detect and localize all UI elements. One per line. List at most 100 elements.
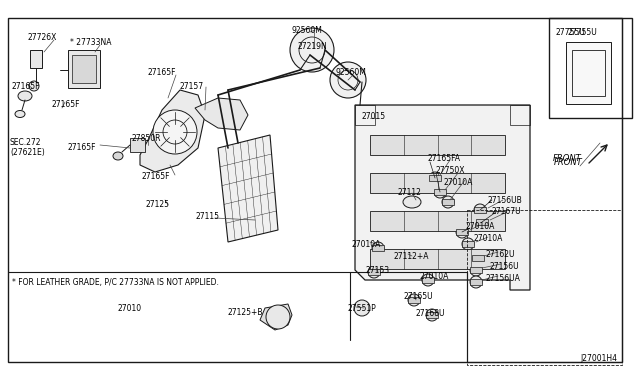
Polygon shape [30, 50, 42, 68]
Text: 27168U: 27168U [416, 309, 445, 318]
Circle shape [330, 62, 366, 98]
Text: 27726X: 27726X [28, 33, 58, 42]
Circle shape [426, 309, 438, 321]
Ellipse shape [403, 196, 421, 208]
Circle shape [456, 226, 468, 238]
Polygon shape [195, 98, 248, 130]
Text: 27162U: 27162U [486, 250, 515, 259]
Text: 27165F: 27165F [142, 172, 170, 181]
Bar [442, 199, 454, 205]
Text: 27755U: 27755U [567, 28, 596, 37]
Polygon shape [140, 90, 205, 172]
Text: 27165F: 27165F [12, 82, 40, 91]
Text: 27165FA: 27165FA [428, 154, 461, 163]
Text: SEC.272: SEC.272 [10, 138, 42, 147]
Text: 27157: 27157 [180, 82, 204, 91]
Text: 27112: 27112 [398, 188, 422, 197]
Text: 27015: 27015 [362, 112, 386, 121]
Circle shape [429, 172, 441, 184]
Circle shape [266, 305, 290, 329]
Circle shape [470, 276, 482, 288]
Text: 27010A: 27010A [419, 272, 449, 281]
Circle shape [368, 266, 380, 278]
Text: 27165F: 27165F [148, 68, 177, 77]
Bar [474, 207, 486, 213]
Text: 27010: 27010 [118, 304, 142, 313]
Circle shape [434, 186, 446, 198]
Circle shape [29, 81, 39, 91]
Text: 27112+A: 27112+A [394, 252, 429, 261]
Bar [549, 18, 632, 118]
Bar [72, 55, 96, 83]
Polygon shape [68, 50, 100, 88]
Text: 27165F: 27165F [68, 143, 97, 152]
Circle shape [476, 216, 488, 228]
Text: FRONT: FRONT [554, 158, 583, 167]
Circle shape [153, 110, 197, 154]
Bar [470, 267, 482, 273]
Text: 27165F: 27165F [52, 100, 81, 109]
Text: 27115: 27115 [196, 212, 220, 221]
Text: 27010A: 27010A [473, 234, 502, 243]
Text: 27010A: 27010A [352, 240, 381, 249]
Text: 27167U: 27167U [492, 207, 522, 216]
Bar [368, 269, 380, 275]
Ellipse shape [18, 91, 32, 101]
Text: 27755U: 27755U [556, 28, 586, 37]
Bar [472, 255, 484, 261]
Text: 27165U: 27165U [403, 292, 433, 301]
Circle shape [472, 252, 484, 264]
Bar [370, 249, 505, 269]
Circle shape [290, 28, 334, 72]
Ellipse shape [15, 110, 25, 118]
Text: (27621E): (27621E) [10, 148, 45, 157]
Text: * 27733NA: * 27733NA [70, 38, 111, 47]
Circle shape [474, 204, 486, 216]
Polygon shape [218, 135, 278, 242]
Bar [426, 312, 438, 318]
Bar [372, 245, 384, 251]
Text: 27156U: 27156U [489, 262, 518, 271]
Circle shape [408, 294, 420, 306]
Bar [470, 279, 482, 285]
Text: * FOR LEATHER GRADE, P/C 27733NA IS NOT APPLIED.: * FOR LEATHER GRADE, P/C 27733NA IS NOT … [12, 278, 219, 287]
Text: 92560M: 92560M [335, 68, 366, 77]
Text: 27750X: 27750X [436, 166, 465, 175]
Bar [370, 135, 505, 155]
Circle shape [442, 196, 454, 208]
Polygon shape [260, 304, 292, 330]
Bar [476, 219, 488, 225]
Bar [462, 241, 474, 247]
Circle shape [462, 238, 474, 250]
Bar [566, 42, 611, 104]
Text: 27010A: 27010A [444, 178, 474, 187]
Polygon shape [355, 105, 530, 290]
Text: 27125+B: 27125+B [228, 308, 264, 317]
Circle shape [372, 242, 384, 254]
Circle shape [470, 264, 482, 276]
Text: 27156UB: 27156UB [488, 196, 523, 205]
Text: 27219N: 27219N [298, 42, 328, 51]
Text: 27850R: 27850R [132, 134, 161, 143]
Text: 27125: 27125 [145, 200, 169, 209]
Bar [510, 105, 530, 125]
Text: J27001H4: J27001H4 [580, 354, 617, 363]
Bar [370, 173, 505, 193]
Bar [370, 211, 505, 231]
Bar [456, 229, 468, 235]
Polygon shape [130, 138, 145, 152]
Circle shape [422, 274, 434, 286]
Text: 27153: 27153 [366, 266, 390, 275]
Bar [572, 50, 605, 96]
Bar [467, 210, 622, 365]
Bar [408, 297, 420, 303]
Bar [429, 175, 441, 181]
Bar [434, 189, 446, 195]
Bar [355, 105, 375, 125]
Text: FRONT: FRONT [553, 154, 582, 163]
Text: 27551P: 27551P [347, 304, 376, 313]
Text: 27010A: 27010A [466, 222, 495, 231]
Text: 92560M: 92560M [292, 26, 323, 35]
Ellipse shape [400, 253, 416, 263]
Circle shape [354, 300, 370, 316]
